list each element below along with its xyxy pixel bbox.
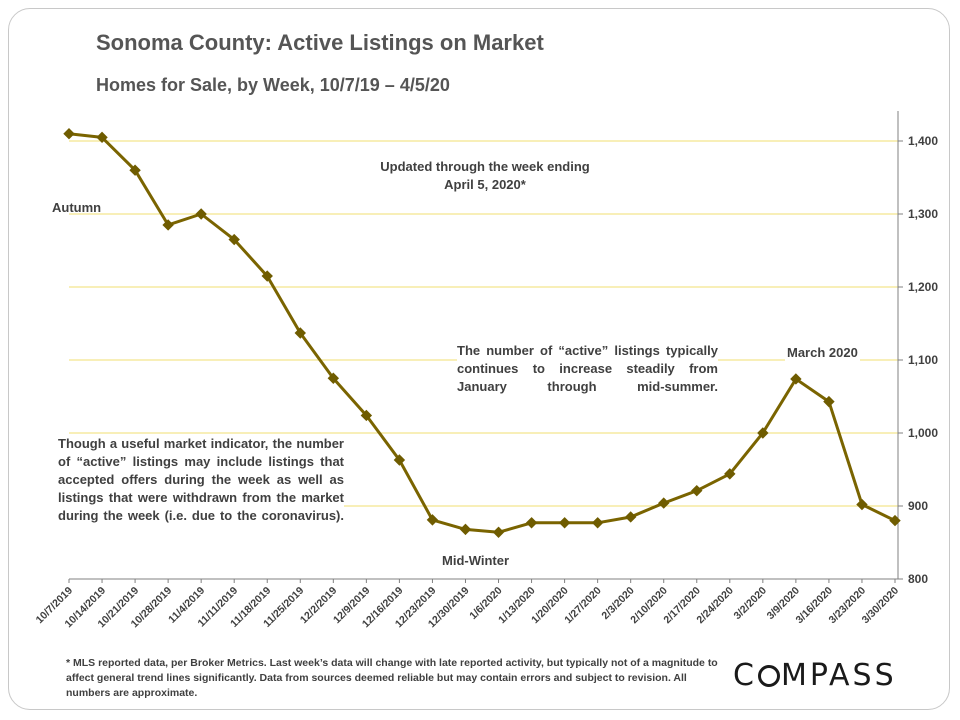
chart-subtitle: Homes for Sale, by Week, 10/7/19 – 4/5/2… (96, 75, 450, 95)
y-tick-label: 1,300 (908, 207, 938, 221)
data-point (228, 233, 240, 246)
data-point (558, 517, 571, 529)
autumn-label: Autumn (52, 200, 102, 215)
data-point (624, 511, 637, 523)
data-point (63, 127, 75, 140)
y-tick-label: 1,400 (908, 134, 938, 148)
y-tick-label: 1,200 (908, 280, 938, 294)
mid-winter-label: Mid-Winter (442, 553, 510, 568)
data-point (360, 409, 373, 422)
data-point (294, 327, 306, 339)
updated-note: Updated through the week ending April 5,… (380, 159, 590, 192)
y-tick-label: 1,100 (908, 353, 938, 367)
data-point (790, 373, 802, 385)
x-tick-label: 2/24/2020 (694, 585, 736, 627)
march-2020-label: March 2020 (785, 344, 860, 362)
series-line (68, 132, 896, 534)
data-point (393, 454, 406, 466)
x-tick-label: 3/30/2020 (860, 585, 902, 627)
data-point (261, 270, 273, 282)
increase-note: The number of “active” listings typicall… (457, 342, 718, 396)
y-tick-label: 900 (908, 499, 928, 513)
y-tick-label: 1,000 (908, 426, 938, 440)
y-tick-label: 800 (908, 572, 928, 586)
data-point (492, 526, 505, 538)
data-point (96, 131, 108, 144)
data-point (195, 208, 207, 220)
x-tick-label: 1/27/2020 (562, 585, 604, 627)
data-point (856, 498, 868, 511)
data-point (459, 523, 472, 536)
data-point (757, 427, 769, 439)
gridlines (69, 140, 898, 507)
data-point (591, 517, 604, 529)
data-point (658, 497, 670, 509)
footnote: * MLS reported data, per Broker Metrics.… (66, 657, 718, 699)
data-point (823, 395, 835, 408)
data-point (162, 219, 174, 231)
data-point (691, 484, 703, 497)
indicator-note: Though a useful market indicator, the nu… (58, 435, 344, 525)
data-point (426, 514, 439, 526)
data-point (327, 372, 340, 384)
data-point (724, 468, 736, 480)
chart-title: Sonoma County: Active Listings on Market (96, 30, 544, 55)
data-point (129, 164, 141, 176)
compass-logo: C MPASS (733, 658, 897, 693)
data-point (889, 514, 901, 527)
data-point (525, 517, 538, 529)
series-active-listings (63, 127, 901, 538)
x-tick-label: 3/2/2020 (732, 585, 769, 622)
